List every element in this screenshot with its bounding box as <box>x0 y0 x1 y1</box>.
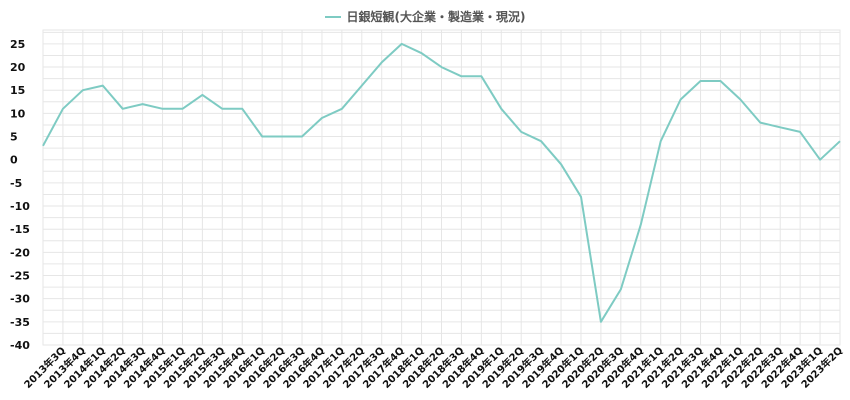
data-point <box>479 74 483 78</box>
y-tick-label: -30 <box>10 293 30 306</box>
data-point <box>639 223 643 227</box>
data-point <box>240 107 244 111</box>
series-line <box>42 42 841 323</box>
y-tick-label: 5 <box>10 131 18 144</box>
data-point <box>300 135 304 139</box>
y-tick-label: -20 <box>10 246 30 259</box>
data-point <box>380 60 384 64</box>
data-point <box>320 116 324 120</box>
data-point <box>838 139 842 143</box>
data-point <box>519 130 523 134</box>
data-point <box>738 97 742 101</box>
data-point <box>260 135 264 139</box>
plot-area <box>42 29 841 346</box>
data-point <box>459 74 463 78</box>
data-point <box>141 102 145 106</box>
data-point <box>559 162 563 166</box>
data-point <box>599 320 603 324</box>
legend-swatch <box>324 15 341 18</box>
data-point <box>539 139 543 143</box>
data-point <box>101 84 105 88</box>
data-point <box>360 84 364 88</box>
y-tick-label: -5 <box>10 177 22 190</box>
data-point <box>718 79 722 83</box>
y-tick-label: -15 <box>10 223 30 236</box>
y-tick-label: 0 <box>10 154 18 167</box>
data-point <box>798 130 802 134</box>
data-point <box>200 93 204 97</box>
data-point <box>161 107 165 111</box>
y-tick-label: 15 <box>10 84 25 97</box>
data-point <box>61 107 65 111</box>
data-point <box>400 42 404 46</box>
data-point <box>420 51 424 55</box>
y-tick-label: -25 <box>10 270 30 283</box>
y-tick-label: 25 <box>10 38 25 51</box>
y-tick-label: -40 <box>10 339 30 352</box>
data-point <box>180 107 184 111</box>
data-point <box>818 158 822 162</box>
data-point <box>340 107 344 111</box>
data-point <box>619 287 623 291</box>
data-point <box>440 65 444 69</box>
legend[interactable]: 日銀短観(大企業・製造業・現況) <box>0 8 850 25</box>
legend-label: 日銀短観(大企業・製造業・現況) <box>346 10 526 24</box>
y-tick-label: -10 <box>10 200 30 213</box>
data-point <box>280 135 284 139</box>
data-point <box>679 97 683 101</box>
data-point <box>81 88 85 92</box>
data-point <box>699 79 703 83</box>
data-point <box>659 139 663 143</box>
data-point <box>220 107 224 111</box>
data-point <box>758 121 762 125</box>
data-point <box>121 107 125 111</box>
data-point <box>41 144 45 148</box>
y-tick-label: -35 <box>10 316 30 329</box>
data-point <box>499 107 503 111</box>
y-tick-label: 10 <box>10 107 26 120</box>
data-point <box>579 195 583 199</box>
y-tick-label: 20 <box>10 61 26 74</box>
data-point <box>778 125 782 129</box>
